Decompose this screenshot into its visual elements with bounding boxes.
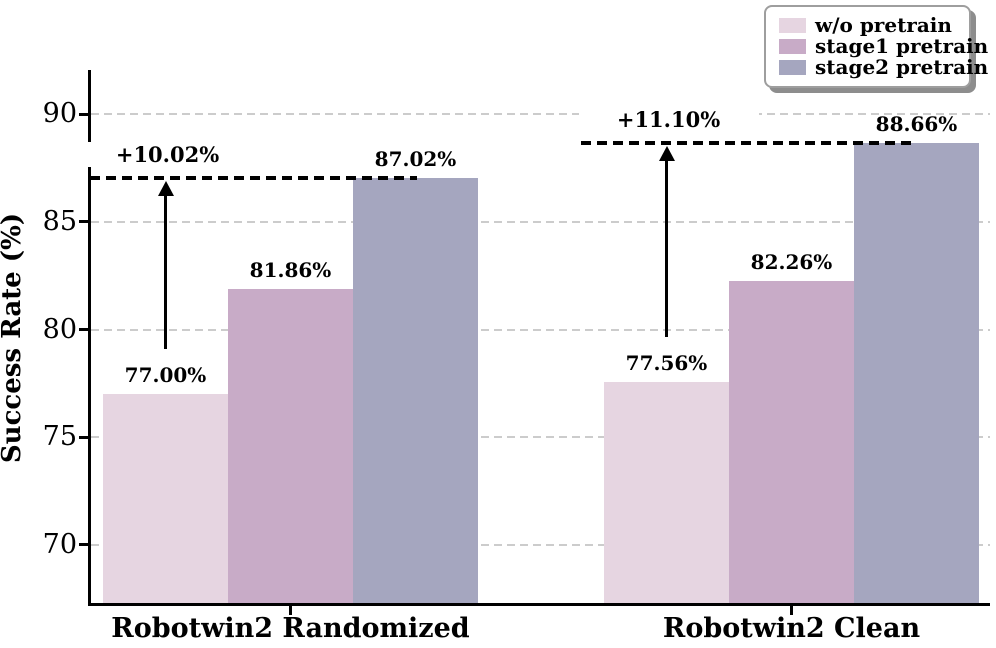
gain-label: +10.02% — [77, 142, 258, 168]
y-tick-label: 70 — [42, 528, 77, 560]
bar-stage2-pretrain-g0 — [353, 178, 478, 603]
y-tick-label: 85 — [42, 205, 77, 237]
gain-label: +11.10% — [578, 107, 759, 132]
bar-w-o-pretrain-g1 — [604, 382, 729, 603]
y-gridline — [91, 113, 990, 116]
x-tick-mark — [790, 606, 793, 615]
y-tick-label: 80 — [42, 313, 77, 345]
y-gridline — [91, 220, 990, 223]
legend-swatch-stage2-icon — [779, 60, 806, 75]
y-tick-mark — [79, 328, 88, 331]
legend-label: w/o pretrain — [815, 13, 952, 37]
legend-item: w/o pretrain — [779, 15, 959, 36]
legend-label: stage2 pretrain — [815, 55, 989, 79]
bar-value-label: 88.66% — [875, 112, 958, 136]
gain-arrow-shaft — [164, 194, 167, 350]
gain-dashed-line — [581, 141, 914, 145]
y-tick-label: 75 — [42, 421, 77, 453]
y-gridline — [91, 436, 990, 439]
legend-item: stage2 pretrain — [779, 57, 988, 78]
gain-dashed-line — [90, 176, 417, 181]
y-gridline — [91, 543, 990, 546]
legend-swatch-stage1-icon — [779, 39, 806, 54]
legend-swatch-wo-pretrain-icon — [779, 18, 806, 33]
y-tick-mark — [79, 435, 88, 439]
x-category-label: Robotwin2 Clean — [662, 613, 921, 644]
y-gridline — [91, 328, 990, 331]
y-tick-mark — [79, 543, 88, 547]
x-category-label: Robotwin2 Randomized — [111, 613, 470, 644]
bar-value-label: 87.02% — [374, 147, 457, 172]
bar-stage2-pretrain-g1 — [854, 143, 979, 603]
y-tick-mark — [79, 112, 88, 116]
legend-label: stage1 pretrain — [815, 34, 989, 58]
y-tick-mark — [79, 220, 88, 224]
bar-value-label: 82.26% — [750, 249, 833, 274]
bar-value-label: 81.86% — [249, 258, 332, 283]
bar-value-label: 77.00% — [124, 363, 207, 388]
plot-area: 70 75 80 85 90 77.00% 77.56% 81.86% 82.26% 87.02%… — [43, 70, 990, 644]
bar-w-o-pretrain-g0 — [103, 394, 228, 603]
bar-stage1-pretrain-g1 — [729, 280, 854, 603]
x-tick-mark — [289, 606, 292, 615]
bar-value-label: 77.56% — [625, 351, 708, 376]
gain-arrow-head-icon — [157, 181, 174, 197]
y-axis-label: Success Rate (%) — [0, 212, 27, 464]
y-tick-label: 90 — [42, 98, 77, 130]
gain-arrow-head-icon — [658, 146, 675, 161]
gain-arrow-shaft — [665, 159, 668, 338]
bar-stage1-pretrain-g0 — [228, 289, 353, 603]
legend-item: stage1 pretrain — [779, 36, 988, 57]
legend: w/o pretrain stage1 pretrain stage2 pret… — [764, 5, 988, 88]
